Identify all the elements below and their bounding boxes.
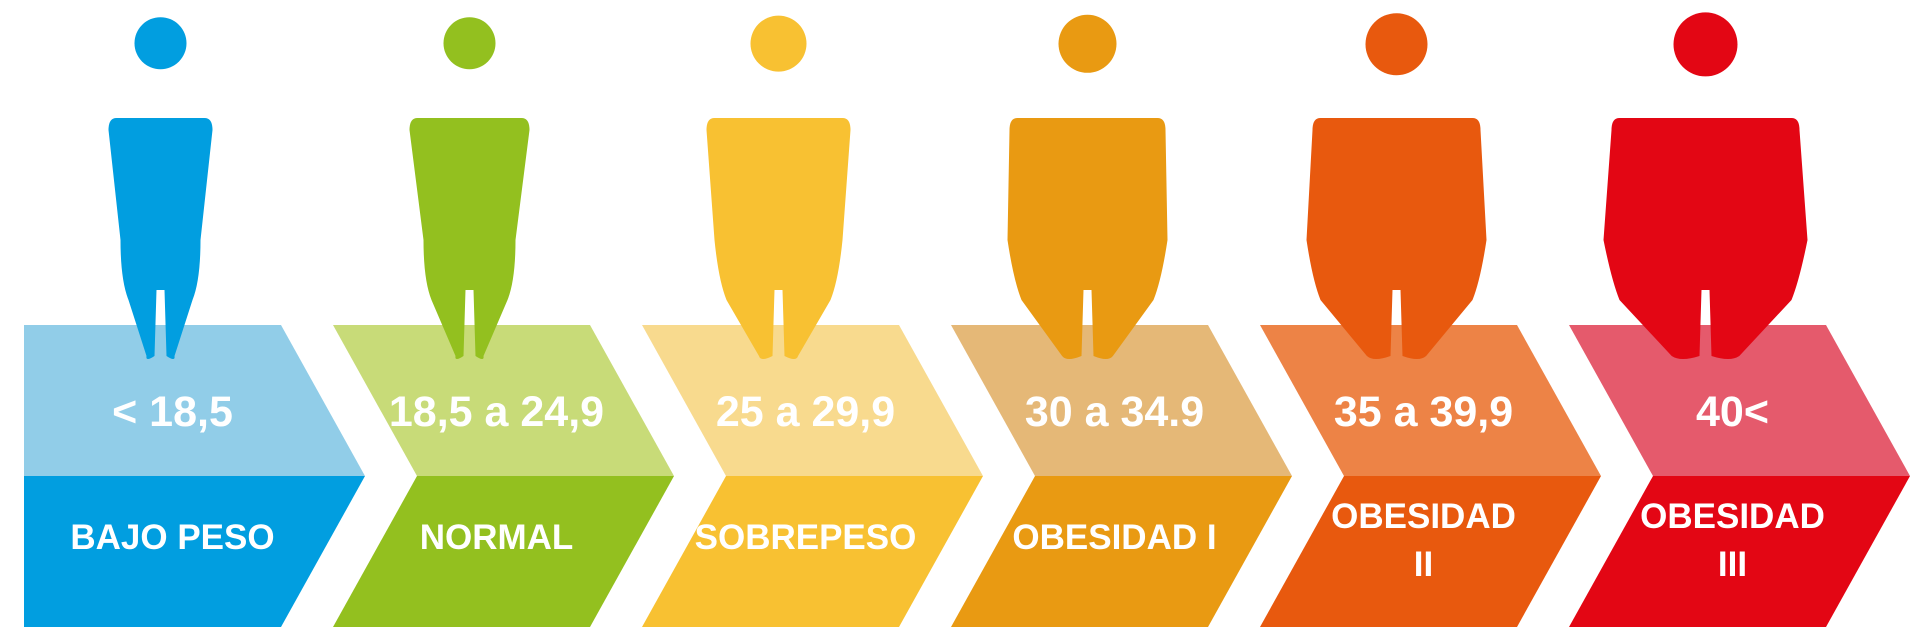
category-label: OBESIDAD I [1012,518,1216,557]
figure-head [134,17,187,70]
range-chevron [333,325,674,476]
person-silhouette-icon [706,15,851,359]
person-silhouette-icon [1007,14,1168,359]
range-chevron [1260,325,1601,476]
person-silhouette-icon [1603,12,1808,359]
bmi-range-label: 40< [1696,388,1769,436]
figure-body [108,118,213,359]
figure-body [706,118,851,359]
category-label: II [1414,545,1433,584]
category-label: OBESIDAD [1640,497,1825,536]
bmi-range-label: 25 a 29,9 [716,388,895,436]
bmi-range-label: 30 a 34.9 [1025,388,1204,436]
category-label: OBESIDAD [1331,497,1516,536]
range-chevron [1569,325,1910,476]
figure-body [1306,118,1487,359]
category-chevron [951,476,1292,627]
figure-head [443,17,496,70]
category-label: SOBREPESO [695,518,917,557]
bmi-range-label: < 18,5 [112,388,233,436]
category-chevron [642,476,983,627]
range-chevron [642,325,983,476]
range-chevron [951,325,1292,476]
figure-body [1603,118,1808,359]
figure-head [1673,12,1738,77]
category-chevron [24,476,365,627]
text-row: < 18,5 BAJO PESO 18,5 a 24,9 NORMAL 25 a 29,… [70,388,1824,584]
category-chevron [333,476,674,627]
bmi-range-label: 35 a 39,9 [1334,388,1513,436]
range-chevron [24,325,365,476]
figure-body [1007,118,1168,359]
figure-row [108,12,1808,359]
figure-head [1058,14,1117,73]
category-label: III [1718,545,1747,584]
category-label: NORMAL [420,518,574,557]
category-chevron [1260,476,1601,627]
person-silhouette-icon [409,17,530,359]
chevron-row [24,325,1910,627]
person-silhouette-icon [1306,13,1487,359]
person-silhouette-icon [108,17,213,359]
category-label: BAJO PESO [70,518,274,557]
bmi-range-label: 18,5 a 24,9 [389,388,604,436]
figure-body [409,118,530,359]
figure-head [1365,13,1428,76]
figure-head [750,15,807,72]
category-chevron [1569,476,1910,627]
